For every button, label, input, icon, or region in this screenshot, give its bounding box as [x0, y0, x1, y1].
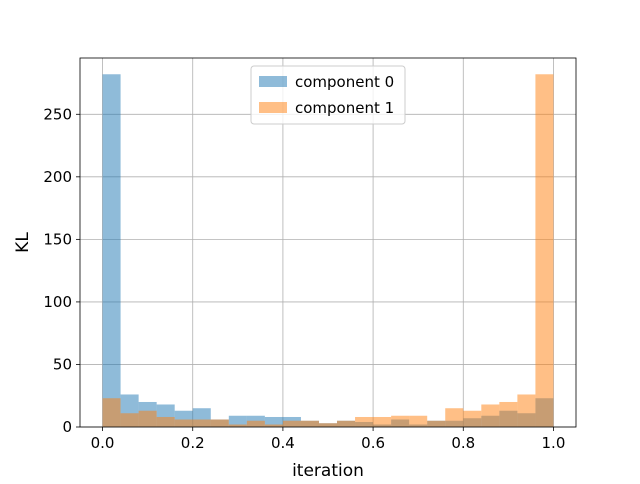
bar-component-1 [427, 420, 446, 427]
bar-component-1 [409, 415, 428, 427]
bar-component-0 [264, 416, 283, 427]
legend-label-component-1: component 1 [295, 99, 394, 117]
bar-component-1 [355, 416, 374, 427]
x-tick-label: 0.8 [451, 434, 475, 452]
y-tick-label: 50 [53, 355, 72, 373]
x-tick-label: 0.4 [271, 434, 295, 452]
x-tick-label: 0.2 [181, 434, 205, 452]
y-axis-label: KL [13, 232, 33, 253]
y-tick-label: 200 [43, 168, 72, 186]
bar-component-1 [481, 404, 500, 427]
x-tick-label: 0.6 [361, 434, 385, 452]
y-tick-label: 0 [62, 418, 72, 436]
bar-component-1 [192, 419, 211, 427]
bar-component-1 [246, 420, 265, 427]
bar-component-1 [391, 415, 410, 427]
bar-component-1 [102, 398, 121, 427]
legend-swatch-component-1 [259, 102, 287, 113]
bar-component-1 [156, 416, 175, 427]
legend-swatch-component-0 [259, 76, 287, 87]
bar-component-1 [228, 424, 247, 427]
bar-component-0 [228, 415, 247, 427]
bar-component-0 [102, 74, 121, 427]
bar-component-1 [300, 420, 319, 427]
bar-component-1 [318, 423, 338, 427]
y-tick-label: 250 [43, 105, 72, 123]
bar-component-1 [138, 410, 157, 427]
bar-component-1 [463, 410, 482, 427]
legend-label-component-0: component 0 [295, 73, 394, 91]
bar-component-1 [210, 419, 229, 427]
bar-component-1 [535, 74, 554, 427]
bar-component-1 [120, 413, 139, 427]
y-tick-label: 150 [43, 230, 72, 248]
legend: component 0 component 1 [250, 65, 406, 125]
ticks: 0.0 0.2 0.4 0.6 0.8 1.0 0 50 100 150 200 250 [43, 105, 565, 452]
bar-component-1 [517, 394, 536, 427]
legend-box [250, 65, 406, 125]
bar-component-1 [445, 408, 464, 427]
x-axis-label: iteration [292, 461, 364, 480]
bar-component-1 [499, 401, 518, 427]
bar-component-1 [174, 419, 193, 427]
bar-component-1 [264, 424, 283, 427]
y-tick-label: 100 [43, 293, 72, 311]
x-tick-label: 1.0 [542, 434, 566, 452]
bar-component-1 [337, 420, 356, 427]
plot-frame [79, 57, 577, 428]
bar-component-1 [282, 420, 301, 427]
bars [102, 74, 554, 427]
x-tick-label: 0.0 [91, 434, 115, 452]
bar-component-1 [373, 416, 392, 427]
